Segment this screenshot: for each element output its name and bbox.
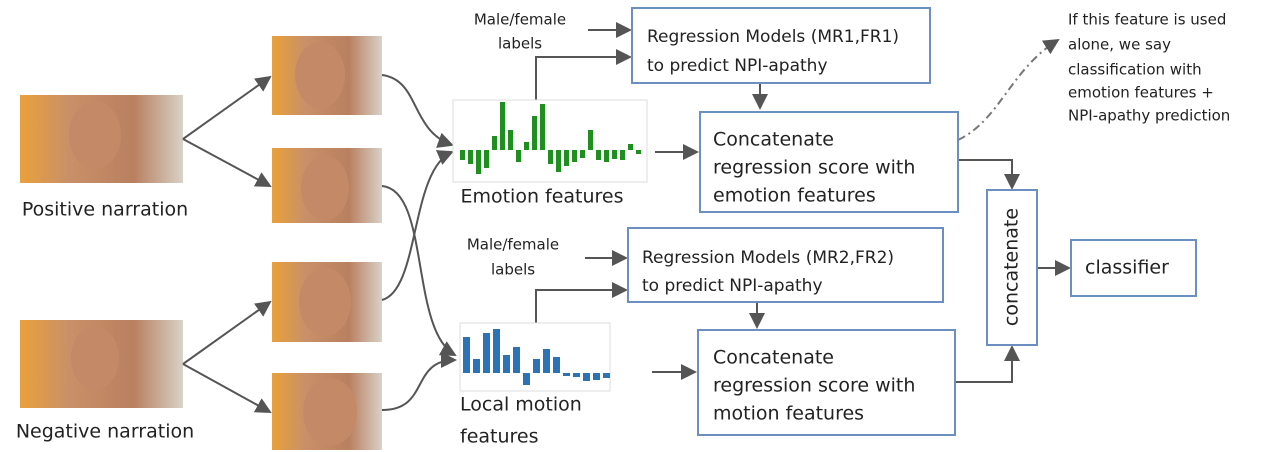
concat-box [697, 329, 956, 436]
regression-label: to predict NPI-apathy [647, 56, 828, 76]
regression-label: Regression Models (MR1,FR1) [647, 27, 899, 47]
regression-label: to predict NPI-apathy [642, 276, 823, 296]
note: classification with [1068, 61, 1202, 79]
concat-label: motion features [713, 403, 864, 425]
note: emotion features + [1068, 84, 1214, 102]
regression-label: Regression Models (MR2,FR2) [642, 248, 894, 268]
concat-label: Concatenate [713, 347, 834, 369]
note: alone, we say [1068, 36, 1171, 54]
final-concat-label: concatenate [1001, 208, 1023, 326]
classifier-label: classifier [1085, 257, 1169, 279]
concat-label: Concatenate [713, 129, 834, 151]
gender-label: Male/female [467, 236, 559, 254]
motion-feature-chart [459, 322, 611, 392]
concat-label: regression score with [713, 157, 915, 179]
note: NPI-apathy prediction [1068, 107, 1230, 125]
feature-label: Local motion [460, 394, 582, 416]
gender-label: labels [498, 35, 542, 53]
concat-label: emotion features [713, 185, 876, 207]
regression-box [631, 7, 931, 84]
concat-label: regression score with [713, 375, 915, 397]
concat-box [699, 111, 959, 213]
feature-label: Emotion features [460, 186, 623, 208]
input-label: Negative narration [16, 421, 194, 443]
emotion-feature-chart [452, 99, 648, 183]
final-concat-box [986, 189, 1038, 346]
classifier-box [1070, 239, 1197, 297]
input-label: Positive narration [22, 199, 188, 221]
feature-label: features [460, 426, 539, 448]
note: If this feature is used [1068, 11, 1226, 29]
gender-label: Male/female [474, 11, 566, 29]
regression-box [627, 227, 944, 303]
arrows [182, 22, 1071, 413]
frame-images [20, 36, 382, 450]
gender-label: labels [491, 261, 535, 279]
